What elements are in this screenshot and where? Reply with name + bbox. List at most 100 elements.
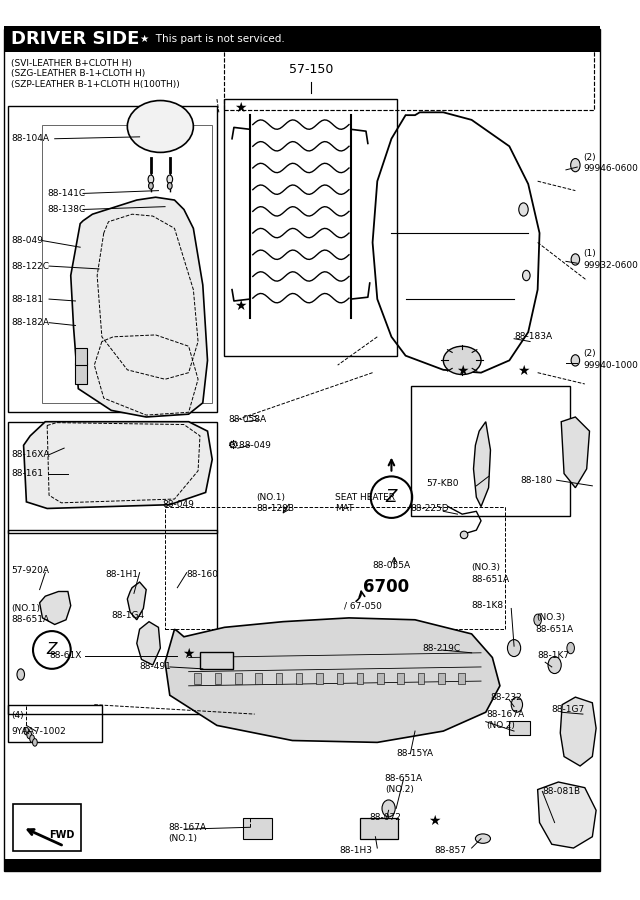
Text: 88-857: 88-857 (434, 846, 466, 855)
Text: 88-651A: 88-651A (12, 616, 49, 625)
Text: / 67-050: / 67-050 (344, 601, 382, 610)
Bar (4, 860, 600, 870)
Bar (76, 348, 87, 365)
Bar (214, 672, 221, 684)
Bar (418, 672, 424, 684)
Polygon shape (40, 591, 71, 625)
Text: ⚙ 88-049: ⚙ 88-049 (228, 441, 271, 450)
Ellipse shape (382, 800, 396, 817)
Text: 9YAA7-1002: 9YAA7-1002 (12, 726, 66, 735)
Ellipse shape (168, 183, 172, 189)
Text: 88-651A: 88-651A (385, 774, 423, 783)
Text: MAT: MAT (335, 504, 353, 513)
Text: SEAT HEATER: SEAT HEATER (335, 492, 395, 501)
Text: ⚙: ⚙ (228, 439, 239, 452)
Text: 88-182A: 88-182A (12, 319, 49, 328)
Text: 88-058A: 88-058A (228, 415, 266, 424)
Text: ★: ★ (182, 646, 195, 661)
Text: 88-1H3: 88-1H3 (340, 846, 372, 855)
Text: (NO.3): (NO.3) (472, 563, 500, 572)
Text: 57-920A: 57-920A (12, 566, 49, 575)
Text: 88-225D: 88-225D (410, 504, 449, 513)
Ellipse shape (476, 834, 490, 843)
Bar (225, 99, 397, 356)
Bar (458, 672, 465, 684)
Ellipse shape (508, 640, 521, 657)
Bar (438, 672, 445, 684)
Text: ★: ★ (234, 102, 247, 115)
Ellipse shape (444, 346, 481, 374)
Text: 88-1K8: 88-1K8 (472, 601, 504, 610)
Ellipse shape (548, 657, 561, 673)
Text: (NO.1): (NO.1) (257, 492, 285, 501)
Text: 88-181: 88-181 (12, 294, 44, 303)
Ellipse shape (127, 101, 193, 152)
Bar (76, 364, 87, 384)
Text: 6700: 6700 (363, 578, 409, 596)
Text: ★: ★ (428, 814, 440, 828)
Text: ★: ★ (456, 364, 468, 377)
Text: 88-1G7: 88-1G7 (552, 705, 585, 714)
Text: 88-072: 88-072 (370, 814, 402, 823)
Text: 88-219C: 88-219C (422, 644, 461, 652)
Ellipse shape (148, 183, 153, 189)
Text: (4): (4) (12, 712, 24, 721)
Text: Z: Z (386, 488, 397, 506)
Text: 88-160: 88-160 (187, 570, 219, 579)
Text: 57-KB0: 57-KB0 (426, 479, 459, 488)
Text: FWD: FWD (49, 831, 74, 841)
Ellipse shape (534, 614, 541, 626)
Text: 99940-1000: 99940-1000 (583, 361, 638, 370)
Text: 88-141C: 88-141C (47, 189, 85, 198)
Ellipse shape (511, 698, 522, 712)
Text: 88-183A: 88-183A (514, 332, 552, 341)
Bar (360, 818, 398, 839)
Bar (397, 672, 404, 684)
Text: (SZP-LEATHER B-1+CLOTH H(100TH)): (SZP-LEATHER B-1+CLOTH H(100TH)) (12, 79, 180, 88)
Text: (SZG-LEATHER B-1+CLOTH H): (SZG-LEATHER B-1+CLOTH H) (12, 69, 145, 78)
Text: 88-180: 88-180 (521, 476, 553, 485)
Text: 88-651A: 88-651A (472, 575, 509, 584)
Ellipse shape (522, 270, 530, 281)
Ellipse shape (167, 175, 173, 184)
Text: 57-150: 57-150 (289, 63, 333, 76)
Ellipse shape (17, 669, 24, 680)
Text: 88-081B: 88-081B (542, 787, 580, 796)
Bar (255, 672, 262, 684)
Text: 88-1H1: 88-1H1 (106, 570, 139, 579)
Text: 99932-0600: 99932-0600 (583, 261, 638, 270)
Bar (8, 105, 217, 412)
Text: Z: Z (47, 643, 57, 658)
Bar (377, 672, 384, 684)
Bar (8, 530, 217, 714)
Bar (8, 705, 102, 742)
Ellipse shape (460, 531, 468, 539)
Text: ★  This part is not serviced.: ★ This part is not serviced. (140, 34, 284, 44)
Text: 88-129B: 88-129B (257, 504, 294, 513)
Bar (4, 25, 600, 52)
Polygon shape (127, 582, 146, 620)
Text: 99946-0600: 99946-0600 (583, 165, 638, 174)
Text: (1): (1) (583, 249, 596, 258)
Polygon shape (561, 417, 589, 488)
Text: (SVI-LEATHER B+CLOTH H): (SVI-LEATHER B+CLOTH H) (12, 58, 132, 68)
Text: (NO.2): (NO.2) (385, 785, 413, 794)
Text: 88-055A: 88-055A (372, 561, 411, 570)
Bar (357, 672, 364, 684)
Ellipse shape (519, 202, 528, 216)
Bar (276, 672, 282, 684)
Text: (NO.3): (NO.3) (536, 614, 564, 623)
Text: (2): (2) (583, 153, 596, 162)
Text: 88-122C: 88-122C (12, 262, 49, 271)
Ellipse shape (567, 643, 575, 653)
Text: 88-651A: 88-651A (536, 625, 574, 634)
Text: ★: ★ (517, 364, 530, 377)
Text: 88-167A: 88-167A (486, 709, 525, 718)
Ellipse shape (571, 158, 580, 172)
Text: (2): (2) (583, 349, 596, 358)
Text: 88-1G4: 88-1G4 (111, 610, 145, 619)
Text: 88-167A: 88-167A (168, 823, 206, 832)
Bar (225, 0, 594, 111)
Ellipse shape (571, 254, 580, 266)
Bar (337, 672, 343, 684)
